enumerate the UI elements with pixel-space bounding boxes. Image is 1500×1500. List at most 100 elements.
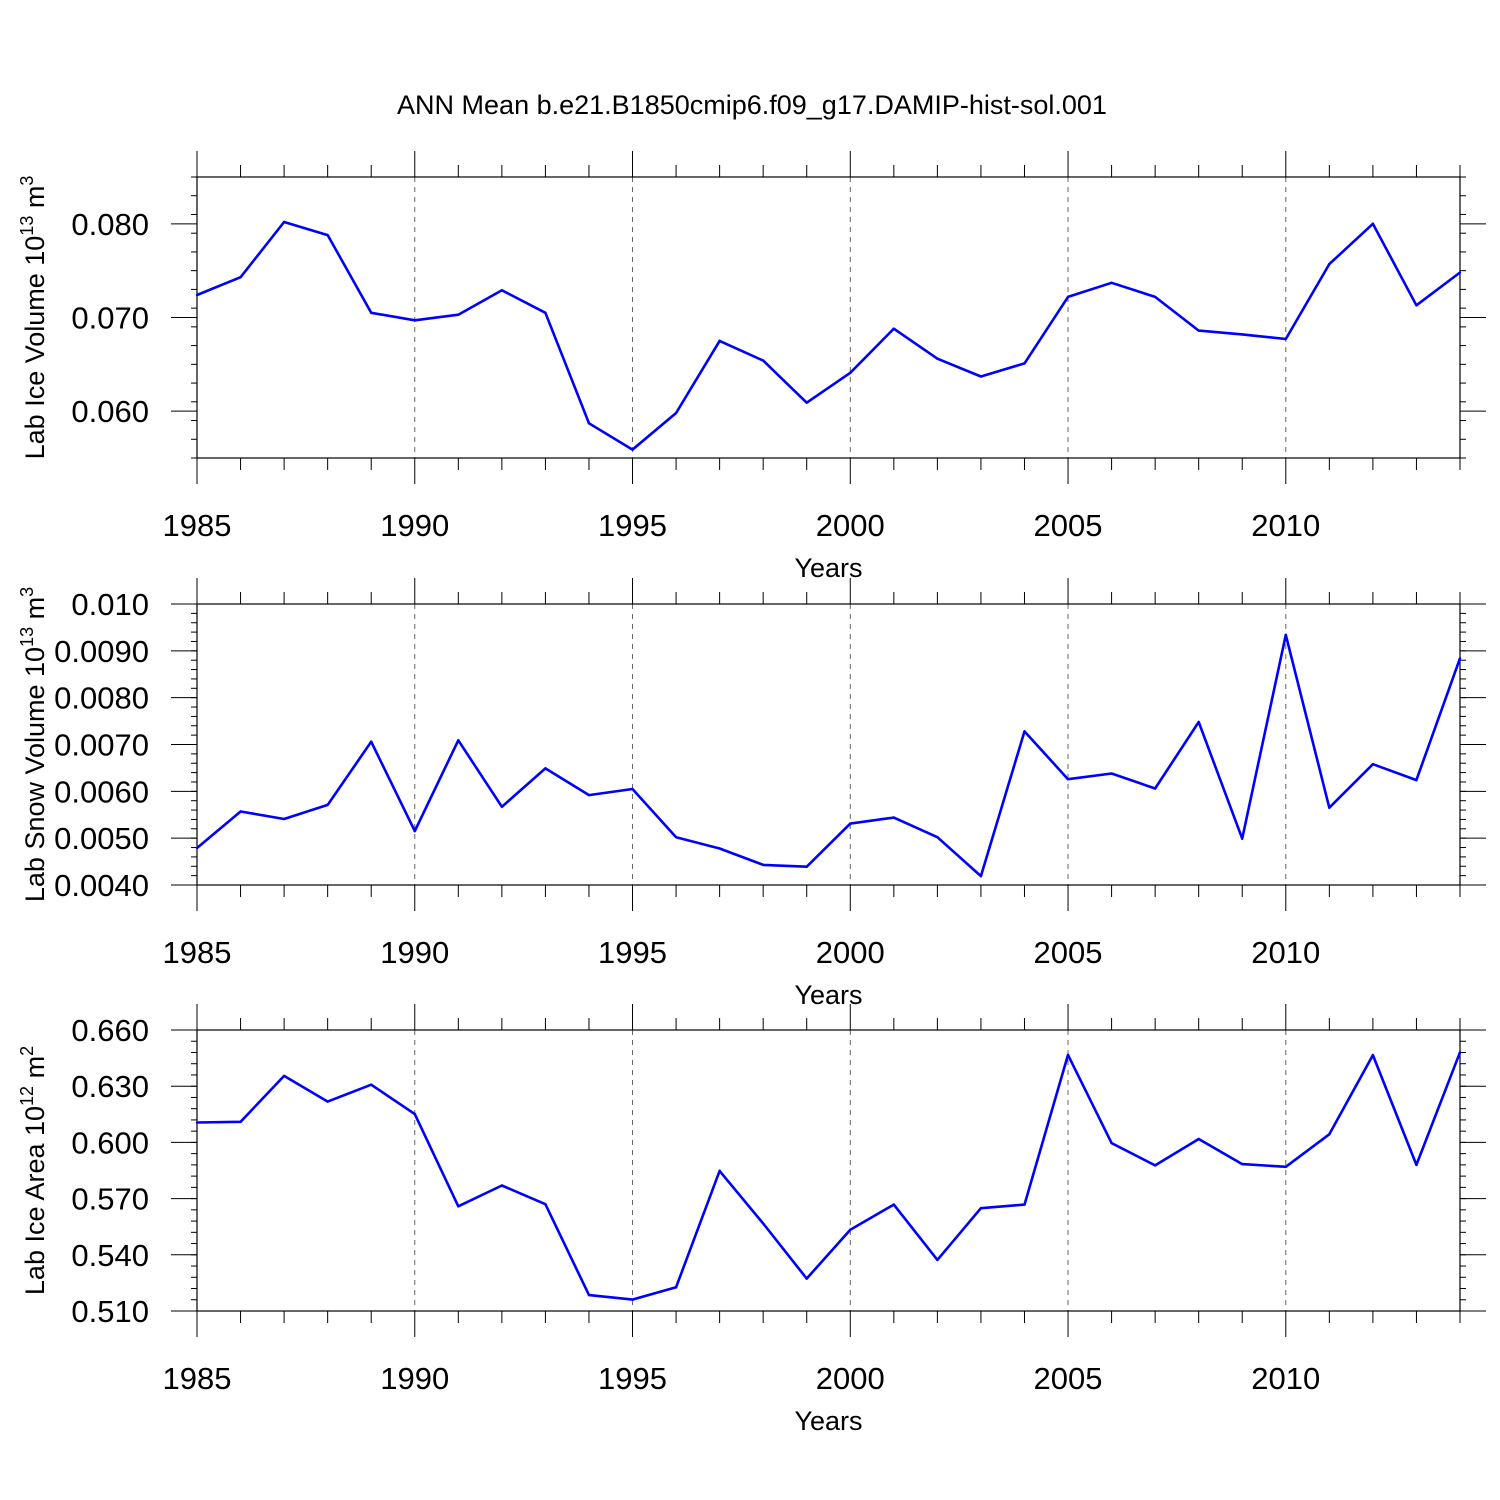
data-point (936, 1258, 939, 1262)
data-point (1110, 281, 1113, 285)
data-point (849, 371, 852, 374)
data-point (457, 1205, 460, 1208)
x-tick-label: 2005 (1034, 1361, 1103, 1396)
data-point (805, 401, 808, 404)
data-point (979, 375, 983, 378)
x-tick-label: 1985 (163, 935, 232, 970)
x-tick-label: 1985 (163, 1361, 232, 1396)
data-point (1197, 329, 1200, 332)
data-point (370, 1083, 373, 1086)
data-point (1415, 778, 1418, 782)
data-point (892, 327, 896, 330)
data-point (1371, 222, 1375, 226)
data-point (500, 1184, 504, 1187)
x-tick-label: 1985 (163, 508, 232, 543)
data-point (1328, 1133, 1331, 1136)
chart-panel-2: 0.0040 0.0050 0.0060 0.0070 0.0080 0.0090 0.01… (17, 578, 1486, 1010)
series-line (196, 220, 1461, 451)
data-point (413, 829, 416, 833)
plot-frame (196, 176, 1461, 459)
y-tick-label: 0.660 (71, 1013, 149, 1048)
x-tick-label: 1995 (598, 1361, 667, 1396)
y-axis-label-part: 13 (17, 216, 37, 236)
x-tick-label: 2005 (1034, 935, 1103, 970)
data-point (1284, 1165, 1287, 1168)
y-axis-label-part: 3 (17, 176, 37, 186)
y-tick-label: 0.0040 (54, 868, 149, 903)
data-point (413, 1112, 416, 1116)
x-tick-label: 1990 (380, 935, 449, 970)
data-point (1241, 1162, 1244, 1166)
data-point (761, 359, 765, 362)
y-axis-label-part: Lab Ice Volume 10 (20, 236, 50, 460)
data-point (979, 874, 983, 878)
data-point (936, 836, 939, 839)
data-point (631, 448, 634, 451)
data-point (413, 319, 416, 322)
data-point (500, 289, 504, 292)
data-point (370, 740, 373, 743)
y-axis-label-part: 12 (17, 1086, 37, 1106)
x-tick-label: 1990 (380, 1361, 449, 1396)
y-tick-label: 0.0070 (54, 728, 149, 763)
y-tick-label: 0.060 (71, 394, 149, 429)
y-tick-label: 0.0080 (54, 681, 149, 716)
x-tick-label: 2005 (1034, 508, 1103, 543)
data-point (761, 863, 765, 867)
data-point (587, 1293, 591, 1297)
y-tick-label: 0.0090 (54, 634, 149, 669)
data-point (1066, 777, 1070, 781)
data-point (1415, 1163, 1418, 1167)
y-tick-label: 0.570 (71, 1182, 149, 1217)
data-point (674, 411, 678, 415)
x-tick-label: 2000 (816, 1361, 885, 1396)
data-point (326, 233, 329, 237)
y-axis-label-part: 13 (17, 627, 37, 647)
data-point (195, 846, 199, 850)
x-tick-label: 2010 (1251, 1361, 1320, 1396)
data-point (1371, 1053, 1375, 1057)
data-point (326, 1100, 329, 1103)
data-point (282, 1074, 286, 1078)
data-point (500, 805, 504, 808)
x-tick-label: 1995 (598, 935, 667, 970)
data-point (282, 220, 286, 224)
series-line (196, 633, 1462, 878)
y-axis-label-part: m (20, 1056, 50, 1086)
data-point (1328, 262, 1331, 266)
data-point (674, 1286, 678, 1289)
data-point (544, 1203, 547, 1206)
data-point (1110, 1141, 1113, 1145)
x-tick-label: 1995 (598, 508, 667, 543)
x-tick-label: 2000 (816, 935, 885, 970)
x-axis-label: Years (794, 980, 862, 1010)
data-point (718, 847, 721, 850)
y-tick-label: 0.010 (71, 587, 149, 622)
data-point (326, 803, 329, 807)
data-point (457, 313, 460, 316)
data-point (1197, 720, 1200, 724)
y-axis-label: Lab Ice Area 1012 m2 (17, 1046, 50, 1295)
y-axis-label-part: Lab Snow Volume 10 (20, 647, 50, 902)
data-point (1110, 772, 1113, 775)
y-axis-label-part: Lab Ice Area 10 (20, 1106, 50, 1295)
data-point (1371, 762, 1375, 766)
data-point (1284, 633, 1287, 637)
data-point (718, 339, 721, 343)
data-point (1458, 1051, 1462, 1054)
data-point (544, 311, 547, 315)
data-point (849, 822, 852, 825)
y-tick-label: 0.070 (71, 301, 149, 336)
data-point (457, 739, 460, 742)
data-point (1023, 1203, 1026, 1206)
data-point (1153, 295, 1157, 299)
data-point (239, 1120, 242, 1123)
y-tick-label: 0.540 (71, 1238, 149, 1273)
data-point (892, 1203, 896, 1206)
chart-panel-3: 0.510 0.540 0.570 0.600 0.630 0.660 1985 1990 19… (17, 1004, 1486, 1436)
plot-frame (196, 1029, 1461, 1312)
series-line (196, 1051, 1462, 1301)
data-point (239, 276, 242, 279)
x-tick-label: 1990 (380, 508, 449, 543)
